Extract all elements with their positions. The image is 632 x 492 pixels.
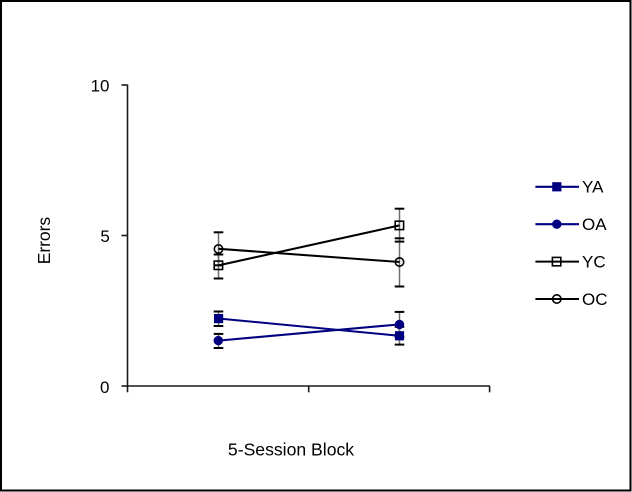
svg-text:10: 10 <box>91 76 110 95</box>
svg-text:OA: OA <box>582 215 607 234</box>
svg-text:OC: OC <box>582 290 608 309</box>
svg-text:5-Session Block: 5-Session Block <box>228 439 354 459</box>
svg-text:YA: YA <box>582 178 604 197</box>
svg-text:Errors: Errors <box>34 217 54 265</box>
svg-text:YC: YC <box>582 252 606 271</box>
svg-text:0: 0 <box>100 378 109 397</box>
svg-text:5: 5 <box>100 227 109 246</box>
